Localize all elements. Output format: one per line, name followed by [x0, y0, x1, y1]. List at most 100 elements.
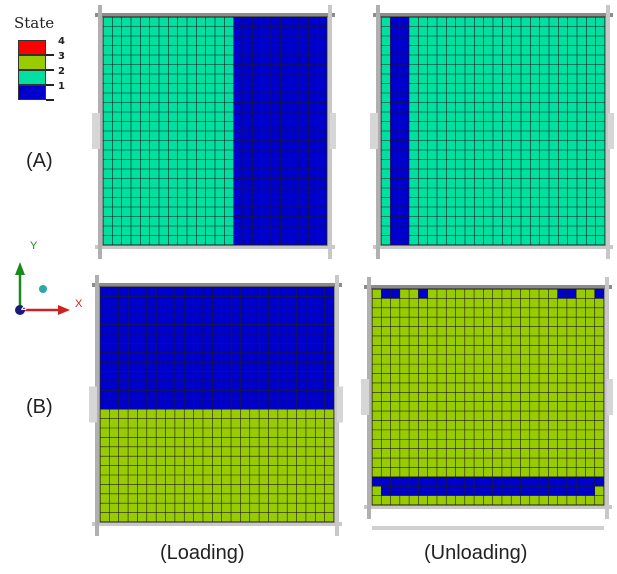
mesh-cell	[409, 335, 419, 346]
mesh-cell	[261, 216, 272, 227]
mesh-cell	[128, 390, 138, 400]
mesh-cell	[520, 467, 530, 477]
mesh-cell	[289, 17, 300, 27]
mesh-cell	[168, 83, 178, 94]
mesh-cell	[121, 207, 132, 217]
mesh-cell	[483, 207, 494, 217]
mesh-cell	[112, 83, 122, 94]
mesh-cell	[305, 399, 316, 410]
mesh-cell	[529, 289, 540, 299]
mesh-cell	[268, 428, 278, 438]
mesh-cell	[530, 64, 540, 75]
mesh-cell	[112, 64, 122, 75]
mesh-cell	[446, 298, 456, 308]
mesh-cell	[558, 93, 568, 103]
mesh-cell	[271, 36, 281, 46]
mesh-cell	[529, 382, 540, 393]
mesh-cell	[277, 418, 288, 429]
mesh-cell	[493, 121, 503, 132]
mesh-cell	[539, 345, 549, 355]
mesh-cell	[372, 420, 382, 430]
mesh-cell	[315, 305, 325, 316]
mesh-cell	[187, 197, 197, 208]
mesh-cell	[530, 74, 540, 84]
mesh-cell	[205, 131, 216, 141]
mesh-cell	[103, 121, 113, 132]
mesh-cell	[372, 373, 382, 383]
mesh-cell	[595, 226, 606, 236]
mesh-cell	[277, 512, 288, 523]
mesh-cell	[399, 486, 410, 496]
mesh-cell	[308, 216, 318, 227]
legend-value-4: 4	[58, 36, 65, 47]
mesh-cell	[474, 345, 484, 355]
mesh-cell	[577, 74, 587, 84]
mesh-cell	[399, 178, 410, 189]
mesh-cell	[493, 140, 503, 151]
mesh-cell	[483, 169, 494, 179]
mesh-cell	[289, 216, 300, 227]
mesh-cell	[548, 354, 558, 365]
mesh-cell	[539, 207, 550, 217]
mesh-cell	[418, 140, 428, 151]
mesh-cell	[231, 418, 241, 429]
mesh-cell	[520, 458, 530, 468]
mesh-cell	[103, 45, 113, 56]
mesh-cell	[502, 178, 512, 189]
mesh-cell	[409, 226, 419, 236]
mesh-cell	[249, 343, 260, 353]
mesh-cell	[530, 83, 540, 94]
mesh-cell	[483, 74, 494, 84]
mesh-cell	[205, 74, 216, 84]
mesh-cell	[271, 150, 281, 160]
mesh-cell	[187, 131, 197, 141]
mesh-cell	[212, 343, 222, 353]
mesh-cell	[390, 226, 400, 236]
mesh-cell	[202, 503, 213, 513]
mesh-cell	[140, 207, 150, 217]
mesh-cell	[493, 178, 503, 189]
mesh-cell	[539, 326, 549, 337]
mesh-cell	[156, 446, 166, 457]
mesh-cell	[249, 305, 260, 316]
mesh-cell	[280, 36, 290, 46]
mesh-cell	[259, 465, 269, 476]
mesh-cell	[511, 467, 521, 477]
mesh-cell	[280, 74, 290, 84]
mesh-cell	[289, 226, 300, 236]
mesh-cell	[193, 484, 204, 494]
mesh-cell	[418, 354, 428, 365]
mesh-cell	[492, 373, 502, 383]
mesh-cell	[168, 159, 178, 170]
mesh-cell	[577, 216, 587, 227]
mesh-cell	[529, 411, 540, 421]
mesh-cell	[212, 465, 222, 476]
mesh-cell	[103, 169, 113, 179]
mesh-cell	[196, 226, 206, 236]
mesh-cell	[121, 235, 132, 246]
mesh-cell	[215, 17, 225, 27]
mesh-cell	[381, 83, 391, 94]
mesh-cell	[530, 188, 540, 198]
mesh-cell	[586, 55, 596, 65]
mesh-cell	[131, 178, 141, 189]
mesh-cell	[174, 287, 185, 297]
mesh-cell	[409, 326, 419, 337]
mesh-cell	[446, 74, 456, 84]
mesh-cell	[436, 429, 447, 440]
mesh-cell	[112, 112, 122, 122]
mesh-cell	[390, 382, 400, 393]
mesh-cell	[511, 289, 521, 299]
mesh-cell	[577, 207, 587, 217]
mesh-cell	[243, 45, 253, 56]
mesh-cell	[483, 55, 494, 65]
mesh-cell	[221, 399, 232, 410]
mesh-cell	[576, 345, 586, 355]
mesh-cell	[446, 93, 456, 103]
mesh-cell	[576, 335, 586, 346]
mesh-cell	[315, 371, 325, 382]
mesh-cell	[511, 207, 522, 217]
mesh-cell	[465, 83, 475, 94]
mesh-cell	[390, 364, 400, 374]
mesh-cell	[539, 429, 549, 440]
